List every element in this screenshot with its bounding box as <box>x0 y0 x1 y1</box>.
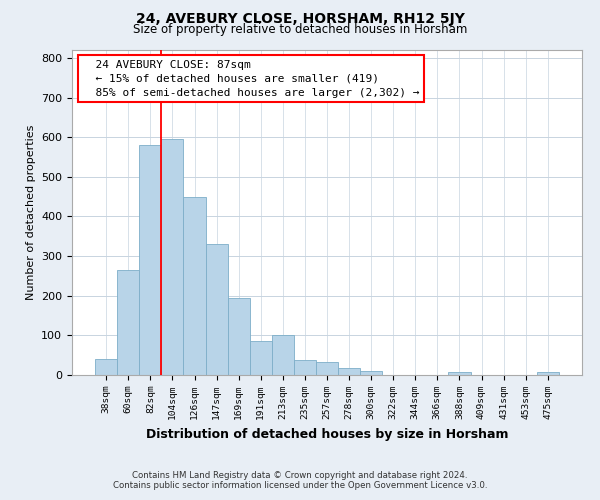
Bar <box>139 145 161 375</box>
Bar <box>117 270 139 375</box>
Bar <box>161 139 184 375</box>
Bar <box>250 342 272 375</box>
Bar <box>448 372 470 375</box>
Bar <box>206 244 227 375</box>
Text: 24, AVEBURY CLOSE, HORSHAM, RH12 5JY: 24, AVEBURY CLOSE, HORSHAM, RH12 5JY <box>136 12 464 26</box>
Y-axis label: Number of detached properties: Number of detached properties <box>26 125 35 300</box>
Bar <box>360 371 382 375</box>
X-axis label: Distribution of detached houses by size in Horsham: Distribution of detached houses by size … <box>146 428 508 440</box>
Bar <box>338 368 360 375</box>
Text: 24 AVEBURY CLOSE: 87sqm
  ← 15% of detached houses are smaller (419)
  85% of se: 24 AVEBURY CLOSE: 87sqm ← 15% of detache… <box>82 60 420 98</box>
Bar <box>184 196 206 375</box>
Bar <box>537 372 559 375</box>
Bar <box>294 360 316 375</box>
Text: Contains HM Land Registry data © Crown copyright and database right 2024.
Contai: Contains HM Land Registry data © Crown c… <box>113 470 487 490</box>
Bar <box>272 336 294 375</box>
Bar <box>316 362 338 375</box>
Bar <box>227 298 250 375</box>
Text: Size of property relative to detached houses in Horsham: Size of property relative to detached ho… <box>133 22 467 36</box>
Bar <box>95 359 117 375</box>
